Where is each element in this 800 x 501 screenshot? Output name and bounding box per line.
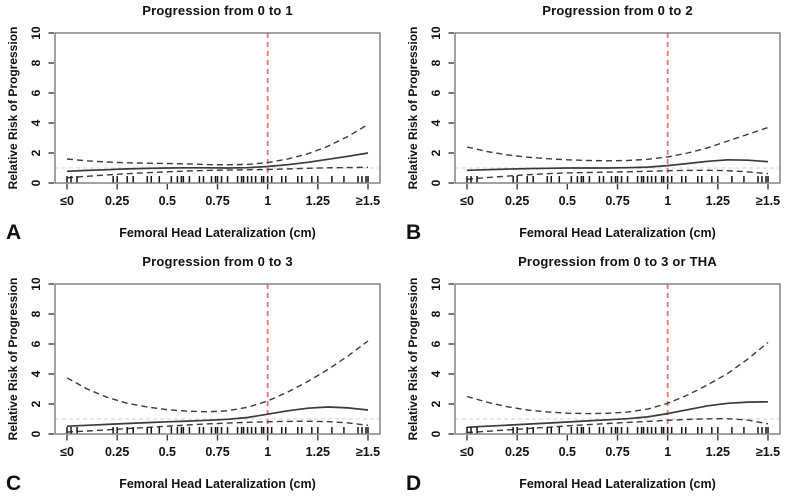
x-tick-label: 0.5	[159, 445, 176, 459]
x-tick-label: ≤0	[460, 194, 474, 208]
upper-95ci-curve	[466, 341, 769, 415]
y-tick-label: 0	[29, 430, 43, 437]
panel-d-title: Progression from 0 to 3 or THA	[518, 254, 717, 269]
panel-a-title: Progression from 0 to 1	[142, 3, 293, 18]
x-tick-label: 1.25	[706, 445, 730, 459]
y-tick-label: 4	[29, 370, 43, 377]
panel-d-plot-area: ≤0 0.25 0.5 0.75 1 1.25 ≥1.5 0 2 4 6 8 10	[429, 277, 781, 459]
x-tick-label: 1.25	[306, 194, 330, 208]
plot-box	[454, 283, 781, 435]
y-tick-label: 2	[429, 149, 443, 156]
panel-a-letter: A	[6, 221, 22, 244]
panel-b-plot-area: ≤0 0.25 0.5 0.75 1 1.25 ≥1.5 0 2 4 6 8 10	[429, 26, 781, 208]
y-tick-label: 2	[429, 400, 443, 407]
panel-c-x-axis-label: Femoral Head Lateralization (cm)	[119, 477, 316, 491]
panel-a: Progression from 0 to 1 Relative Risk of…	[0, 0, 400, 250]
x-tick-label: 0.25	[105, 194, 129, 208]
y-tick-label: 10	[29, 26, 43, 40]
lower-95ci-curve	[66, 166, 369, 179]
plot-box	[454, 32, 781, 184]
panel-b-x-axis-label: Femoral Head Lateralization (cm)	[519, 226, 716, 240]
y-tick-label: 0	[29, 179, 43, 186]
x-tick-label: 1.25	[306, 445, 330, 459]
y-tick-label: 6	[29, 340, 43, 347]
x-tick-label: 0.75	[205, 445, 229, 459]
y-tick-label: 4	[429, 119, 443, 126]
upper-95ci-curve	[466, 126, 769, 162]
x-tick-label: 1	[264, 445, 271, 459]
x-tick-label: 0.75	[605, 194, 629, 208]
y-tick-label: 10	[429, 277, 443, 291]
plot-box	[54, 283, 381, 435]
lower-95ci-curve	[466, 169, 769, 180]
plot-box	[54, 32, 381, 184]
panel-d-letter: D	[406, 472, 422, 495]
y-tick-label: 6	[29, 89, 43, 96]
x-tick-label: 0.5	[159, 194, 176, 208]
y-tick-label: 10	[29, 277, 43, 291]
x-tick-label: 0.25	[105, 445, 129, 459]
x-tick-label: 1	[664, 194, 671, 208]
relative-risk-estimate-curve	[466, 400, 769, 429]
upper-95ci-curve	[66, 340, 369, 413]
panel-b-title: Progression from 0 to 2	[542, 3, 693, 18]
y-tick-label: 8	[29, 310, 43, 317]
y-tick-label: 6	[429, 89, 443, 96]
relative-risk-estimate-curve	[66, 406, 369, 428]
panel-c-title: Progression from 0 to 3	[142, 254, 293, 269]
y-tick-label: 4	[29, 119, 43, 126]
x-tick-label: ≥1.5	[356, 445, 380, 459]
y-tick-label: 8	[429, 310, 443, 317]
x-tick-label: 0.25	[505, 445, 529, 459]
x-tick-label: 0.5	[559, 445, 576, 459]
y-tick-label: 10	[429, 26, 443, 40]
x-tick-label: 0.25	[505, 194, 529, 208]
panel-d-x-axis-label: Femoral Head Lateralization (cm)	[519, 477, 716, 491]
panel-a-x-axis-label: Femoral Head Lateralization (cm)	[119, 226, 316, 240]
x-tick-label: 1	[264, 194, 271, 208]
y-tick-label: 4	[429, 370, 443, 377]
panel-c-letter: C	[6, 472, 22, 495]
y-tick-label: 6	[429, 340, 443, 347]
x-tick-label: ≤0	[460, 445, 474, 459]
panel-b-letter: B	[406, 221, 422, 244]
upper-95ci-curve	[66, 123, 369, 166]
y-tick-label: 0	[429, 430, 443, 437]
relative-risk-estimate-curve	[466, 158, 769, 172]
x-tick-label: ≥1.5	[356, 194, 380, 208]
relative-risk-estimate-curve	[66, 152, 369, 173]
y-tick-label: 2	[29, 400, 43, 407]
y-tick-label: 0	[429, 179, 443, 186]
x-tick-label: 1	[664, 445, 671, 459]
x-tick-label: ≥1.5	[756, 194, 780, 208]
x-tick-label: 0.5	[559, 194, 576, 208]
x-tick-label: ≥1.5	[756, 445, 780, 459]
panel-d: Progression from 0 to 3 or THA Relative …	[400, 251, 800, 501]
panel-a-plot-area: ≤0 0.25 0.5 0.75 1 1.25 ≥1.5 0 2 4 6 8 10	[29, 26, 381, 208]
panel-c: Progression from 0 to 3 Relative Risk of…	[0, 251, 400, 501]
panel-c-plot-area: ≤0 0.25 0.5 0.75 1 1.25 ≥1.5 0 2 4 6 8 10	[29, 277, 381, 459]
x-tick-label: 0.75	[205, 194, 229, 208]
x-tick-label: 0.75	[605, 445, 629, 459]
x-tick-label: ≤0	[60, 194, 74, 208]
panel-b: Progression from 0 to 2 Relative Risk of…	[400, 0, 800, 250]
x-tick-label: 1.25	[706, 194, 730, 208]
y-tick-label: 2	[29, 149, 43, 156]
y-tick-label: 8	[29, 59, 43, 66]
y-tick-label: 8	[429, 59, 443, 66]
x-tick-label: ≤0	[60, 445, 74, 459]
